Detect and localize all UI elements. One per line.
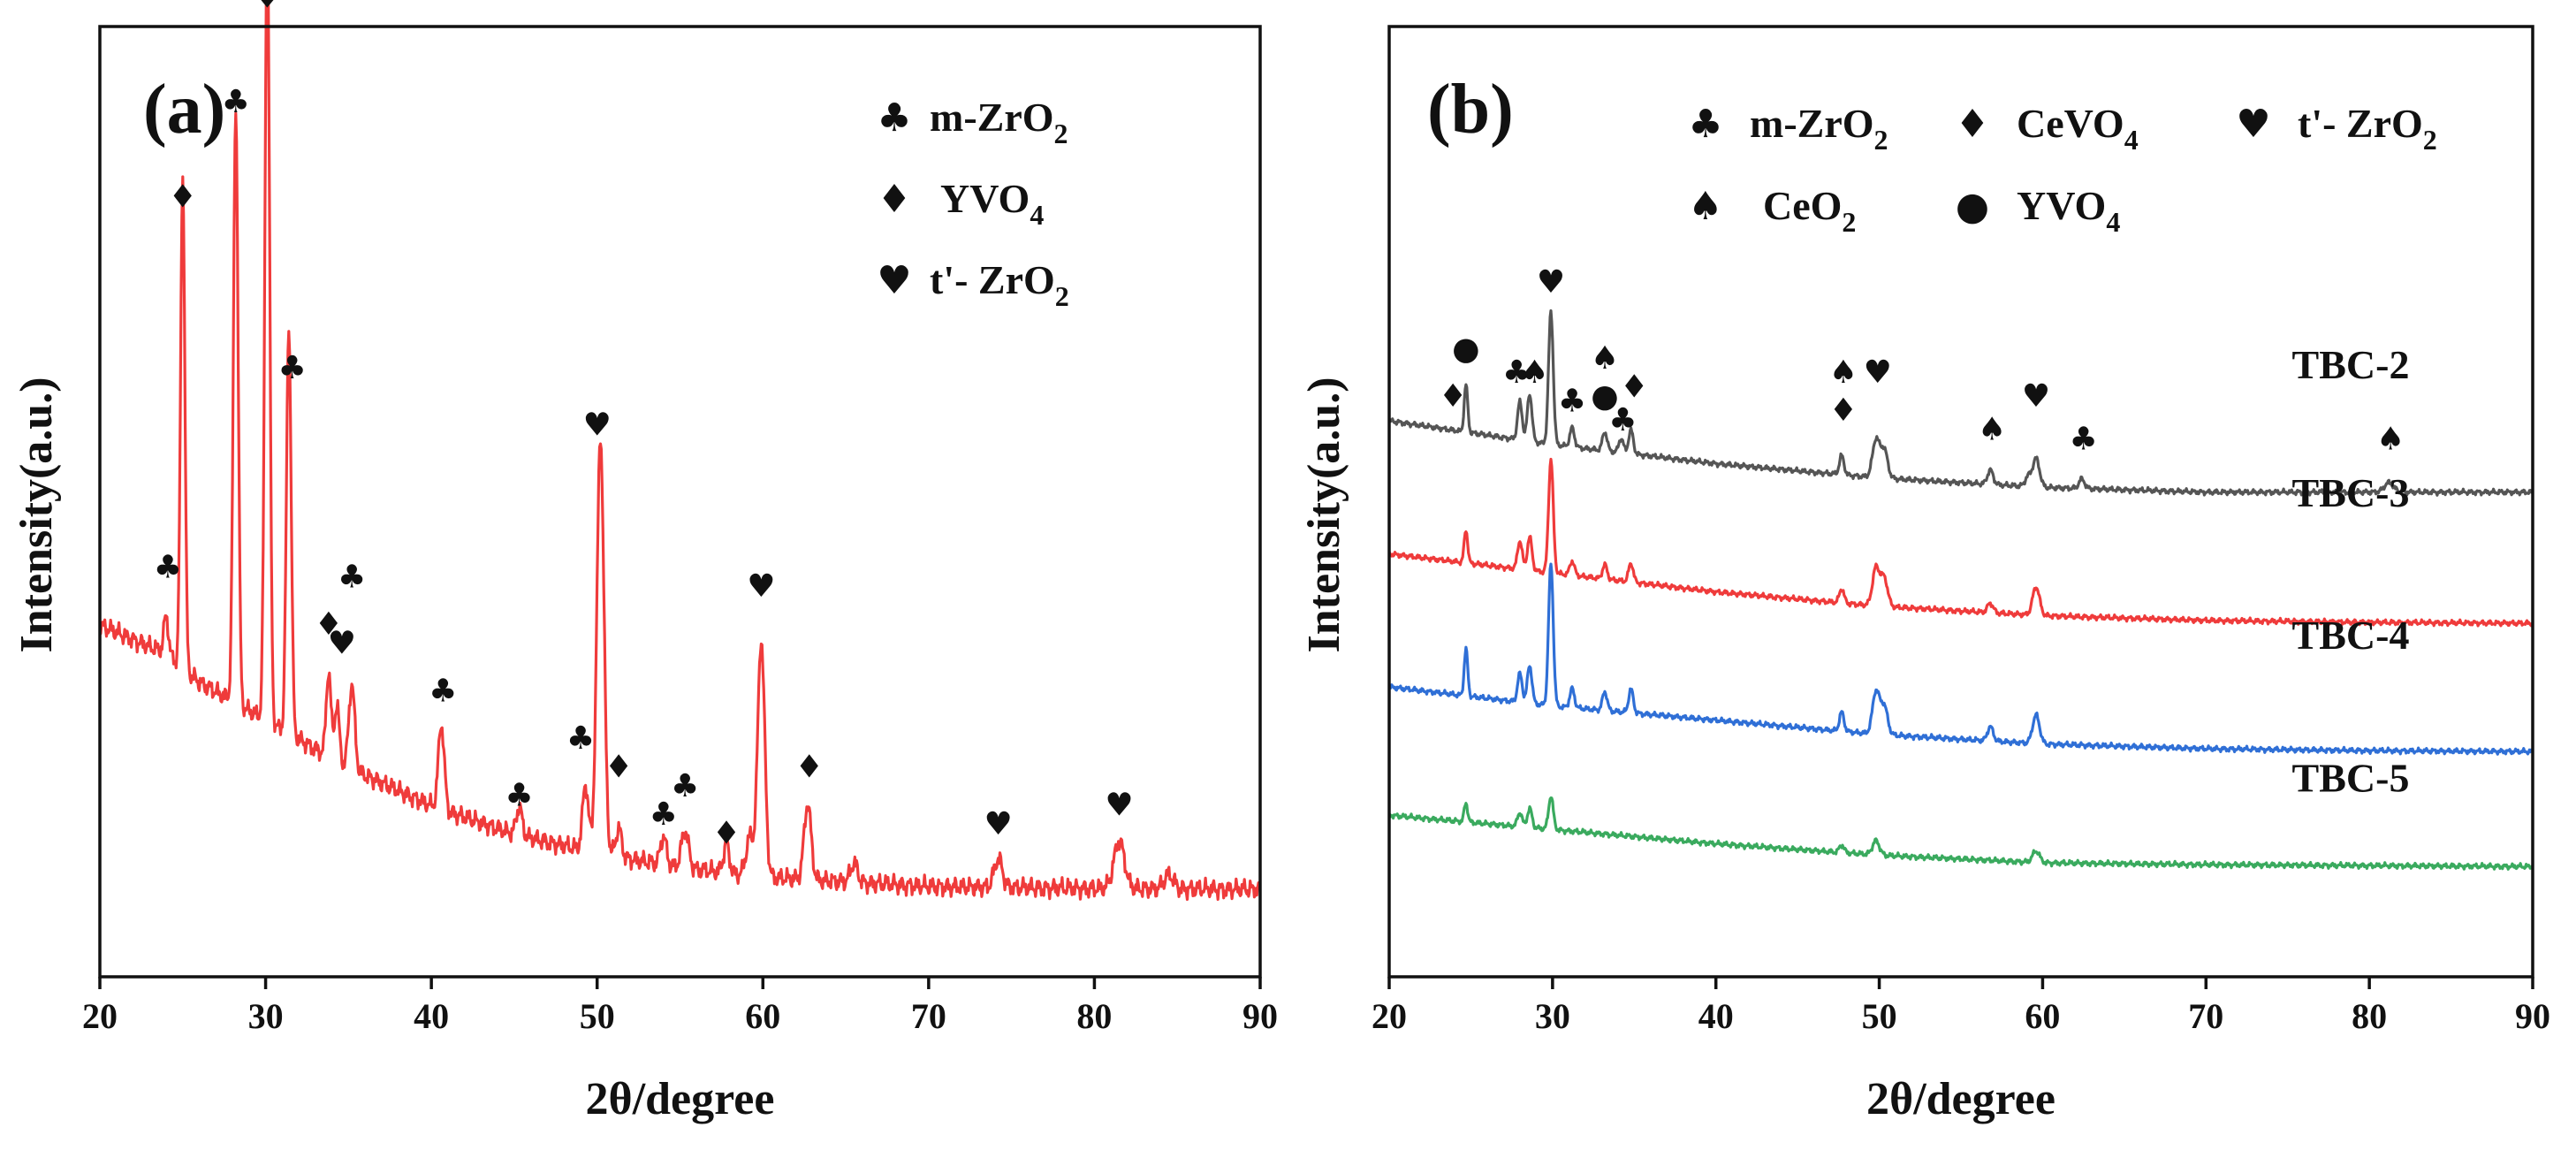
- series-line-tbc-3: [1387, 457, 2534, 628]
- peak-marker-icon: ♣: [277, 350, 306, 386]
- legend-label: YVO4: [940, 176, 1044, 231]
- legend-symbol-icon: ♣: [1688, 102, 1722, 147]
- legend-label: m-ZrO2: [930, 95, 1068, 149]
- x-tick-label: 50: [580, 996, 615, 1036]
- peak-marker-icon: ♣: [429, 673, 457, 709]
- peak-marker-icon: ♥: [583, 407, 612, 443]
- legend-symbol-icon: ♦: [1955, 102, 1989, 147]
- peak-marker-icon: ♠: [1591, 340, 1619, 377]
- peak-marker-icon: ♣: [1558, 383, 1586, 419]
- peak-marker-icon: ♣: [222, 84, 250, 120]
- peak-marker-icon: ♦: [169, 179, 197, 215]
- x-tick-label: 30: [1535, 996, 1570, 1036]
- peak-marker-icon: ♠: [1829, 354, 1858, 391]
- legend-symbol-icon: ♠: [1688, 184, 1722, 229]
- peak-marker-icon: ♦: [315, 606, 343, 643]
- panel-a: 20 30 40 50 60 70 80 90 2θ/degree Intensity(a.u.)…: [11, 0, 1278, 1124]
- peak-marker-icon: ♥: [1537, 264, 1565, 301]
- peak-marker-icon: ♦: [1439, 378, 1467, 415]
- peak-marker-icon: ♥: [984, 806, 1012, 842]
- peak-marker-icon: ♦: [795, 749, 824, 785]
- peak-marker-icon: ♦: [1829, 392, 1858, 429]
- peak-marker-icon: ♠: [2376, 421, 2405, 457]
- x-tick-label: 40: [414, 996, 449, 1036]
- peak-marker-icon: ♣: [1502, 354, 1531, 391]
- peak-marker-icon: ♣: [505, 778, 533, 814]
- legend-symbol-icon: ♣: [877, 95, 911, 141]
- peak-marker-icon: ♠: [1978, 412, 2006, 448]
- x-tick-label: 90: [2515, 996, 2550, 1036]
- series-label: TBC-2: [2292, 342, 2410, 387]
- x-tick-label: 20: [82, 996, 118, 1036]
- legend-label: CeVO4: [2017, 101, 2139, 156]
- legend-symbol-icon: ♥: [2236, 102, 2270, 147]
- series-line-tbc-5: [1387, 796, 2534, 871]
- peak-marker-icon: ♣: [650, 796, 678, 833]
- peak-marker-icon: ♠: [1520, 354, 1548, 391]
- peak-marker-icon: ♥: [2022, 378, 2050, 415]
- y-axis-label: Intensity(a.u.): [11, 377, 62, 652]
- panel-b: 20 30 40 50 60 70 80 90 2θ/degree Intensity(a.u.)…: [1299, 25, 2550, 1124]
- series-line-xrd: [98, 0, 1262, 902]
- series-label: TBC-5: [2292, 755, 2410, 800]
- x-tick-label: 60: [745, 996, 780, 1036]
- peak-marker-icon: ♣: [566, 720, 595, 757]
- peak-marker-icon: ♣: [671, 768, 699, 804]
- peak-marker-icon: ♥: [1864, 354, 1892, 391]
- peak-marker-icon: ♥: [253, 0, 281, 16]
- x-axis-label: 2θ/degree: [1866, 1074, 2055, 1124]
- panel-label: (b): [1427, 71, 1514, 149]
- x-tick-label: 20: [1372, 996, 1407, 1036]
- peak-marker-icon: ♦: [712, 816, 741, 852]
- legend-label: m-ZrO2: [1750, 101, 1888, 156]
- legend-symbol-icon: ♥: [877, 258, 911, 303]
- series-label: TBC-3: [2292, 470, 2410, 515]
- peak-marker-icon: ●: [1452, 331, 1479, 367]
- legend-label: YVO4: [2017, 183, 2120, 238]
- peak-marker-icon: ♣: [338, 559, 366, 595]
- x-axis-label: 2θ/degree: [586, 1074, 775, 1124]
- legend-symbol-icon: ●: [1956, 184, 1989, 229]
- x-tick-label: 40: [1698, 996, 1734, 1036]
- x-tick-label: 80: [1076, 996, 1112, 1036]
- peak-marker-icon: ♣: [1608, 402, 1637, 438]
- x-tick-label: 30: [248, 996, 284, 1036]
- x-tick-label: 70: [911, 996, 946, 1036]
- peak-marker-icon: ♣: [154, 550, 182, 586]
- peak-marker-icon: ♦: [1620, 369, 1648, 405]
- plot-frame: [98, 25, 1262, 979]
- series-line-tbc-4: [1387, 562, 2534, 756]
- x-tick-label: 60: [2025, 996, 2060, 1036]
- legend-symbol-icon: ♦: [877, 177, 911, 222]
- peak-marker-icon: ♥: [747, 568, 775, 605]
- x-tick-label: 50: [1862, 996, 1897, 1036]
- peak-marker-icon: ♣: [2070, 421, 2098, 457]
- x-tick-label: 90: [1242, 996, 1278, 1036]
- x-tick-label: 80: [2352, 996, 2387, 1036]
- peak-marker-icon: ♥: [1105, 787, 1133, 823]
- legend-label: t'- ZrO2: [2298, 101, 2437, 156]
- y-axis-label: Intensity(a.u.): [1299, 377, 1349, 652]
- series-line-tbc-2: [1387, 309, 2534, 497]
- peak-marker-icon: ♥: [328, 626, 356, 662]
- peak-marker-icon: ●: [1591, 378, 1618, 415]
- plot-frame: [1387, 25, 2534, 979]
- legend-label: CeO2: [1763, 183, 1856, 238]
- x-tick-label: 70: [2188, 996, 2223, 1036]
- series-label: TBC-4: [2292, 613, 2410, 658]
- peak-marker-icon: ♦: [604, 749, 633, 785]
- panel-label: (a): [143, 71, 225, 149]
- legend-label: t'- ZrO2: [930, 257, 1069, 312]
